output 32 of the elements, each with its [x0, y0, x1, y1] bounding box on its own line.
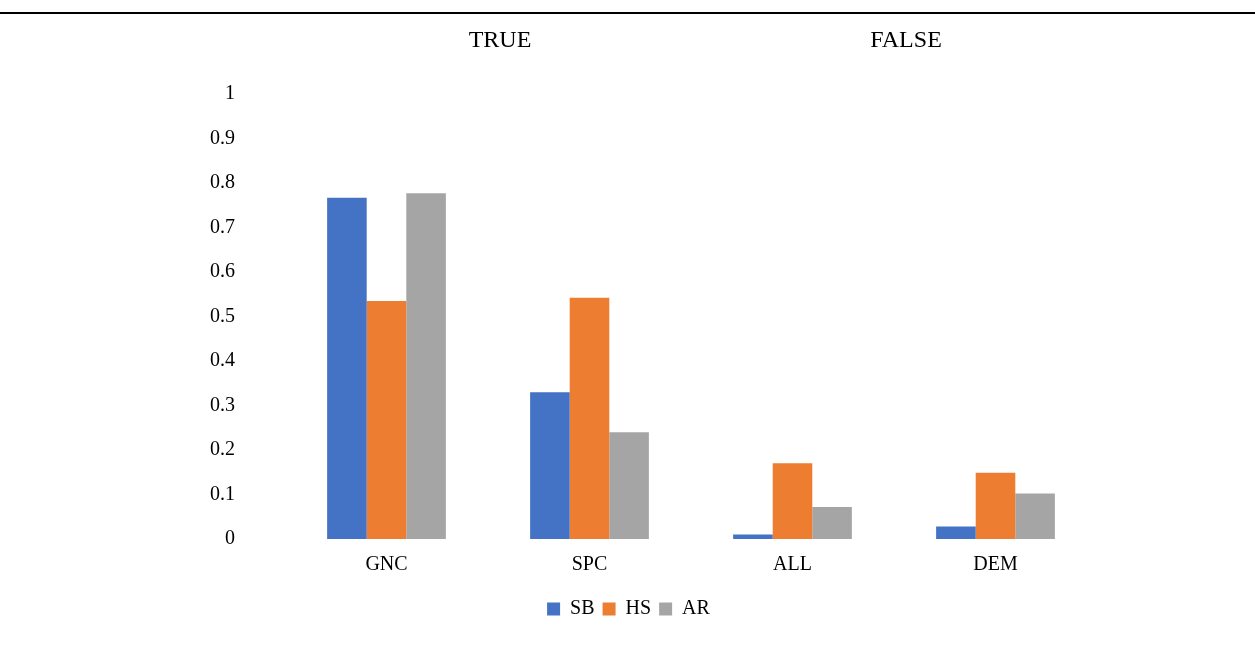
- bar: [530, 392, 570, 539]
- x-tick-label: DEM: [973, 552, 1018, 575]
- y-tick-label: 0.7: [210, 214, 235, 237]
- x-tick-label: SPC: [571, 552, 608, 575]
- y-tick-label: 0.9: [210, 125, 235, 148]
- bar: [327, 197, 367, 539]
- legend-label: HS: [625, 596, 652, 619]
- y-tick-label: 0.4: [210, 348, 235, 371]
- bar: [936, 526, 976, 539]
- x-tick-label: GNC: [365, 552, 408, 575]
- y-tick-label: 0.5: [210, 303, 235, 326]
- bar: [1015, 493, 1055, 539]
- x-tick-label: ALL: [773, 552, 812, 575]
- bar: [406, 193, 446, 539]
- legend-label: AR: [682, 596, 711, 619]
- y-tick-label: 0.8: [210, 170, 235, 193]
- y-tick-label: 0.1: [210, 481, 235, 504]
- bar: [569, 297, 610, 539]
- y-tick-label: 0.3: [210, 392, 235, 415]
- bar: [812, 506, 852, 539]
- text: FALSE: [870, 26, 942, 53]
- text: TRUE: [468, 26, 532, 53]
- bar: [975, 472, 1016, 539]
- bar: [609, 432, 649, 539]
- bar: [772, 463, 813, 539]
- y-tick-label: 0.2: [210, 437, 235, 460]
- bar: [733, 534, 773, 539]
- bar: [366, 300, 407, 539]
- y-tick-label: 0.6: [210, 259, 235, 282]
- legend-label: SB: [570, 596, 595, 619]
- y-tick-label: 0: [225, 526, 235, 549]
- y-tick-label: 1: [225, 81, 235, 104]
